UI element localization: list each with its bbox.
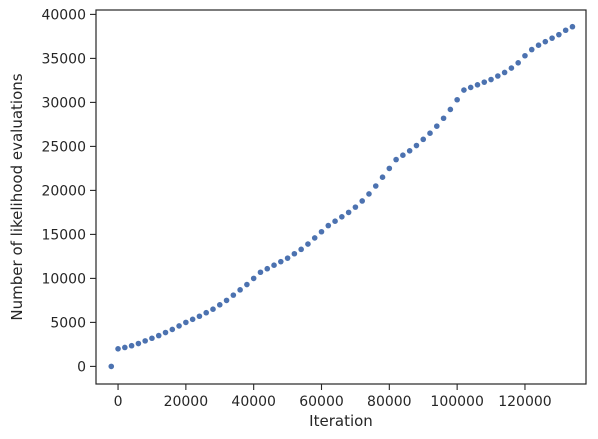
data-point xyxy=(250,275,257,282)
data-point xyxy=(203,309,210,316)
data-point xyxy=(413,142,420,149)
y-axis-label: Number of likelihood evaluations xyxy=(8,73,26,320)
x-axis-label: Iteration xyxy=(309,412,373,430)
data-point xyxy=(162,329,169,336)
data-point xyxy=(406,148,413,154)
data-point xyxy=(325,222,332,229)
data-point xyxy=(461,87,467,93)
data-point xyxy=(264,265,271,272)
data-point xyxy=(244,281,250,288)
y-tick-label: 40000 xyxy=(41,7,86,23)
data-point xyxy=(142,338,148,344)
data-point xyxy=(155,332,162,339)
x-tick-label: 40000 xyxy=(231,394,276,410)
y-tick-label: 0 xyxy=(77,359,86,375)
data-point xyxy=(481,79,488,85)
y-tick-label: 30000 xyxy=(41,95,86,111)
data-point xyxy=(223,297,230,304)
data-point xyxy=(318,228,325,235)
data-point xyxy=(298,246,304,253)
data-point xyxy=(501,69,508,76)
data-point xyxy=(339,214,345,220)
data-point xyxy=(454,96,460,103)
data-point xyxy=(508,65,515,71)
data-point xyxy=(386,165,393,172)
data-point xyxy=(278,258,284,265)
points-layer xyxy=(108,23,576,370)
x-tick-label: 80000 xyxy=(367,394,412,410)
data-point xyxy=(569,23,576,30)
data-point xyxy=(216,302,223,308)
data-point xyxy=(149,335,155,342)
y-tick-label: 20000 xyxy=(41,183,86,199)
data-point xyxy=(393,156,399,163)
x-tick-label: 100000 xyxy=(430,394,483,410)
data-point xyxy=(562,27,569,34)
data-point xyxy=(311,235,318,241)
data-point xyxy=(400,152,406,158)
data-point xyxy=(549,35,555,41)
data-point xyxy=(474,82,481,88)
y-tick-label: 10000 xyxy=(41,271,86,287)
data-point xyxy=(515,60,521,66)
data-point xyxy=(115,346,121,352)
data-point xyxy=(467,84,474,91)
data-point xyxy=(440,115,447,122)
data-point xyxy=(176,323,182,329)
data-point xyxy=(183,319,189,326)
data-point xyxy=(271,262,277,269)
data-point xyxy=(528,46,535,53)
data-point xyxy=(108,363,115,370)
y-tick-label: 15000 xyxy=(41,227,86,243)
data-point xyxy=(291,250,298,257)
data-point xyxy=(169,326,176,333)
data-point xyxy=(128,342,135,349)
data-point xyxy=(366,191,372,197)
data-point xyxy=(135,340,142,347)
y-tick-label: 25000 xyxy=(41,139,86,155)
data-point xyxy=(427,130,433,136)
data-point xyxy=(284,255,291,261)
data-point xyxy=(345,209,352,216)
data-point xyxy=(447,106,454,113)
data-point xyxy=(542,38,549,45)
data-point xyxy=(379,174,386,180)
data-point xyxy=(332,218,338,224)
data-point xyxy=(305,241,311,247)
x-tick-label: 120000 xyxy=(498,394,551,410)
data-point xyxy=(257,269,264,276)
x-tick-label: 20000 xyxy=(164,394,209,410)
data-point xyxy=(359,198,365,204)
data-point xyxy=(420,136,427,143)
plot-frame xyxy=(95,9,587,385)
data-point xyxy=(522,52,528,59)
data-point xyxy=(210,306,216,313)
y-tick-label: 35000 xyxy=(41,51,86,67)
data-point xyxy=(535,42,542,48)
ticks-layer: 0 20000 40000 60000 80000 100000 120000 0 5000 10… xyxy=(41,7,551,410)
data-point xyxy=(495,73,501,79)
x-tick-label: 0 xyxy=(114,394,123,410)
data-point xyxy=(433,123,440,129)
data-point xyxy=(372,183,379,189)
data-point xyxy=(189,316,196,323)
data-point xyxy=(556,31,562,38)
y-tick-label: 5000 xyxy=(50,315,86,331)
data-point xyxy=(196,313,203,320)
data-point xyxy=(488,76,494,83)
data-point xyxy=(122,344,128,351)
data-point xyxy=(230,292,237,298)
x-tick-label: 60000 xyxy=(299,394,344,410)
data-point xyxy=(352,204,359,210)
data-point xyxy=(237,287,243,293)
